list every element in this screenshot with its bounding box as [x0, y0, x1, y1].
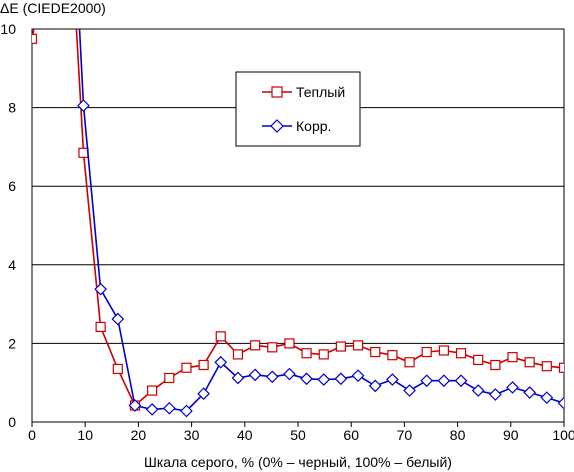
grid [31, 28, 565, 427]
series-1-point-28 [540, 391, 554, 404]
y-tick-label-6: 6 [8, 178, 16, 194]
series-0-point-29 [541, 361, 552, 372]
series-1-point-27 [523, 386, 537, 399]
series-0-point-26 [490, 359, 501, 371]
series-1-point-2 [94, 282, 107, 296]
series-0-point-24 [455, 348, 467, 359]
series-0-point-14 [284, 338, 295, 349]
series-line-0 [32, 29, 564, 407]
legend-box [235, 71, 361, 147]
series-line-1 [78, 29, 564, 412]
series-0-point-3 [95, 321, 106, 332]
series-1-point-1 [77, 99, 90, 112]
series-0-point-2 [78, 147, 89, 158]
series-1-point-3 [111, 312, 125, 326]
y-axis-label: ΔE (CIEDE2000) [0, 0, 106, 16]
series-0-point-22 [421, 346, 432, 358]
x-tick-label-70: 70 [397, 427, 413, 443]
series-0-point-25 [473, 354, 484, 366]
series-1-point-29 [557, 396, 564, 410]
legend: Теплый Корр. [235, 71, 361, 147]
series-0-point-10 [215, 331, 226, 342]
series-1-point-21 [420, 374, 434, 388]
x-tick-label-30: 30 [184, 427, 200, 443]
y-tick-label-10: 10 [0, 21, 16, 37]
series-0-point-23 [438, 345, 449, 356]
x-tick-label-50: 50 [290, 427, 306, 443]
series-0-point-13 [267, 342, 278, 353]
series-1-point-24 [471, 384, 485, 397]
series-1-point-26 [506, 381, 519, 394]
series-1-point-12 [265, 370, 279, 384]
x-tick-label-90: 90 [503, 427, 519, 443]
series-1-point-13 [283, 367, 296, 381]
series-0-point-18 [352, 340, 364, 351]
series-1-point-8 [197, 387, 210, 401]
series-1-point-15 [317, 373, 331, 386]
series-0-point-8 [181, 362, 192, 373]
x-tick-label-40: 40 [237, 427, 253, 443]
series-1-point-16 [334, 372, 348, 386]
series-1-point-19 [386, 373, 399, 386]
series-0-point-28 [524, 357, 535, 368]
series-1-point-7 [180, 404, 193, 418]
series-0-point-21 [404, 357, 415, 368]
series-1-point-23 [454, 374, 468, 388]
series-0-point-17 [335, 341, 346, 352]
legend-label-warm: Теплый [296, 84, 345, 100]
series-1-point-18 [368, 379, 382, 393]
x-tick-label-80: 80 [450, 427, 466, 443]
series-layer [32, 29, 564, 418]
series-0-point-6 [147, 385, 158, 396]
series-0-point-15 [301, 348, 312, 359]
legend-marker-warm [271, 86, 283, 98]
series-1-point-10 [231, 371, 245, 385]
series-0-point-4 [112, 363, 123, 375]
x-tick-label-100: 100 [552, 427, 574, 443]
series-0-point-19 [370, 346, 381, 358]
series-0-point-9 [198, 359, 209, 371]
legend-label-corr: Корр. [296, 118, 331, 134]
x-tick-label-10: 10 [77, 427, 93, 443]
series-1-point-17 [351, 369, 365, 382]
series-1-point-14 [300, 372, 313, 386]
series-0-point-20 [387, 350, 398, 361]
series-0-point-0 [32, 33, 38, 44]
series-0-point-7 [164, 372, 175, 384]
series-0-point-11 [232, 349, 244, 360]
series-0-point-27 [507, 352, 518, 363]
series-1-point-6 [162, 401, 176, 415]
series-1-point-4 [128, 399, 142, 412]
x-tick-label-20: 20 [131, 427, 147, 443]
y-tick-label-8: 8 [8, 100, 16, 116]
x-axis-label: Шкала серого, % (0% – черный, 100% – бел… [144, 454, 452, 470]
y-tick-label-2: 2 [8, 335, 16, 351]
series-0-point-30 [558, 362, 564, 373]
x-tick-label-60: 60 [343, 427, 359, 443]
y-tick-label-0: 0 [8, 414, 16, 430]
series-1-point-11 [248, 368, 262, 382]
y-tick-label-4: 4 [8, 257, 16, 273]
series-1-point-5 [145, 403, 159, 416]
x-tick-label-0: 0 [28, 427, 36, 443]
series-0-point-16 [318, 349, 329, 360]
series-0-point-12 [250, 340, 261, 351]
series-1-point-20 [403, 384, 416, 397]
series-1-point-25 [489, 388, 502, 401]
legend-marker-corr [270, 119, 284, 133]
series-1-point-22 [437, 374, 451, 388]
series-1-point-9 [214, 355, 228, 369]
